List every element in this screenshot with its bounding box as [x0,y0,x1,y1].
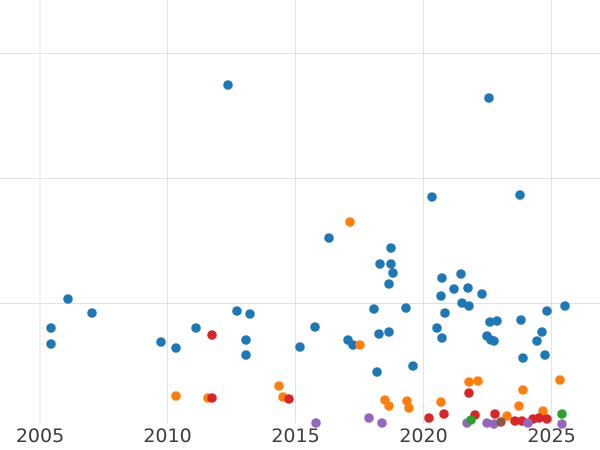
point-orange [384,401,394,411]
point-red [464,388,474,398]
point-blue [384,279,394,289]
point-blue [432,323,442,333]
point-red [534,413,544,423]
point-blue [374,329,384,339]
point-blue [46,339,56,349]
point-blue [241,350,251,360]
x-tick-label-2020: 2020 [399,425,447,447]
point-orange [355,340,365,350]
point-blue [408,361,418,371]
point-blue [171,343,181,353]
point-blue [463,283,473,293]
point-blue [518,353,528,363]
point-blue [464,301,474,311]
point-blue [156,337,166,347]
point-blue [401,303,411,313]
point-red [424,413,434,423]
point-blue [241,335,251,345]
point-green [557,409,567,419]
point-red [510,416,520,426]
point-red [207,330,217,340]
point-orange [404,403,414,413]
point-blue [369,304,379,314]
point-blue [46,323,56,333]
point-blue [386,259,396,269]
point-blue [372,367,382,377]
point-blue [532,336,542,346]
point-blue [63,294,73,304]
point-blue [87,308,97,318]
point-blue [492,316,502,326]
point-blue [375,259,385,269]
point-blue [484,93,494,103]
point-orange [518,385,528,395]
point-purple [364,413,374,423]
point-blue [437,333,447,343]
point-orange [171,391,181,401]
x-tick-label-2005: 2005 [16,425,64,447]
point-orange [436,397,446,407]
point-blue [384,327,394,337]
point-blue [388,268,398,278]
point-purple [557,419,567,429]
point-orange [555,375,565,385]
point-green [466,415,476,425]
point-orange [473,376,483,386]
point-orange [464,377,474,387]
point-orange [502,411,512,421]
point-blue [477,289,487,299]
point-blue [440,308,450,318]
point-blue [485,317,495,327]
point-purple [523,418,533,428]
point-red [439,409,449,419]
point-orange [538,406,548,416]
point-blue [560,301,570,311]
point-red [207,393,217,403]
x-tick-label-2025: 2025 [527,425,575,447]
point-blue [223,80,233,90]
point-blue [437,273,447,283]
point-red [284,394,294,404]
point-blue [245,309,255,319]
point-blue [449,284,459,294]
point-blue [232,306,242,316]
x-tick-label-2015: 2015 [271,425,319,447]
point-purple [311,418,321,428]
point-red [490,409,500,419]
point-blue [542,306,552,316]
point-blue [537,327,547,337]
point-purple [377,418,387,428]
point-red [542,414,552,424]
point-blue [516,315,526,325]
point-blue [427,192,437,202]
point-purple [482,418,492,428]
point-blue [348,340,358,350]
point-orange [514,401,524,411]
point-blue [386,243,396,253]
point-blue [436,291,446,301]
point-blue [324,233,334,243]
point-blue [489,336,499,346]
point-blue [540,350,550,360]
point-blue [515,190,525,200]
point-blue [310,322,320,332]
point-blue [191,323,201,333]
point-orange [345,217,355,227]
point-blue [295,342,305,352]
x-tick-label-2010: 2010 [143,425,191,447]
point-orange [274,381,284,391]
point-blue [456,269,466,279]
point-brown [496,417,506,427]
